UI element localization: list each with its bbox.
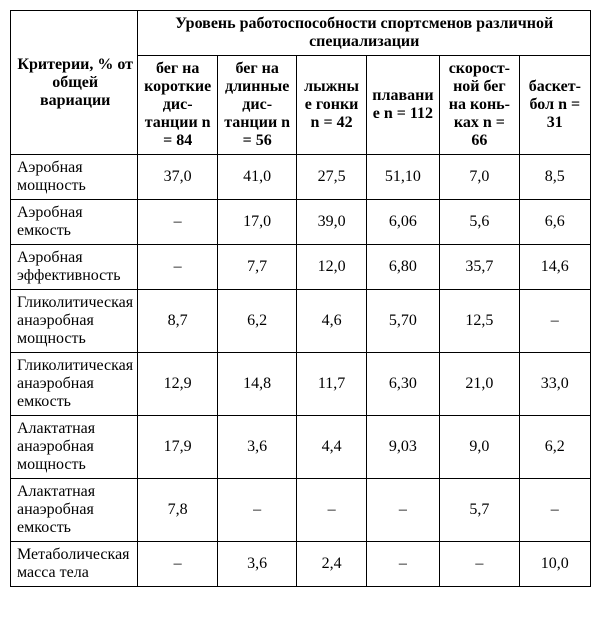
- table-row: Аэробная емкость–17,039,06,065,66,6: [11, 200, 591, 245]
- col-header: баскет­бол n = 31: [519, 56, 590, 155]
- cell-value: 5,70: [366, 290, 439, 353]
- cell-value: 3,6: [217, 542, 297, 587]
- table-row: Мета­болическая масса тела–3,62,4––10,0: [11, 542, 591, 587]
- cell-value: 10,0: [519, 542, 590, 587]
- cell-value: 6,80: [366, 245, 439, 290]
- row-label: Аэробная мощность: [11, 155, 138, 200]
- cell-value: 6,30: [366, 353, 439, 416]
- cell-value: 12,5: [440, 290, 520, 353]
- cell-value: 2,4: [297, 542, 366, 587]
- cell-value: –: [138, 245, 218, 290]
- cell-value: –: [217, 479, 297, 542]
- table-row: Гликолитиче­ская анаэроб­ная емкость12,9…: [11, 353, 591, 416]
- criteria-table: Критерии, % от общей вариации Уровень ра…: [10, 10, 591, 587]
- cell-value: 5,7: [440, 479, 520, 542]
- cell-value: 35,7: [440, 245, 520, 290]
- table-row: Глико­литическая анаэробная мощность8,76…: [11, 290, 591, 353]
- cell-value: 8,7: [138, 290, 218, 353]
- cell-value: 6,06: [366, 200, 439, 245]
- cell-value: 4,6: [297, 290, 366, 353]
- table-row: Аэробная эффективность–7,712,06,8035,714…: [11, 245, 591, 290]
- cell-value: 7,0: [440, 155, 520, 200]
- row-label: Алактатная анаэробная мощность: [11, 416, 138, 479]
- cell-value: 17,0: [217, 200, 297, 245]
- col-header: бег на корот­кие дис­танции n = 84: [138, 56, 218, 155]
- table-row: Аэробная мощность37,041,027,551,107,08,5: [11, 155, 591, 200]
- cell-value: 21,0: [440, 353, 520, 416]
- table-row: Алактатная анаэробная емкость7,8–––5,7–: [11, 479, 591, 542]
- cell-value: –: [138, 200, 218, 245]
- cell-value: –: [138, 542, 218, 587]
- col-header: скорост­ной бег на конь­ках n = 66: [440, 56, 520, 155]
- col-header: плавание n = 112: [366, 56, 439, 155]
- cell-value: 37,0: [138, 155, 218, 200]
- spanning-title: Уровень работоспособности спортсменов ра…: [138, 11, 591, 56]
- cell-value: 11,7: [297, 353, 366, 416]
- cell-value: 14,8: [217, 353, 297, 416]
- cell-value: –: [440, 542, 520, 587]
- cell-value: 51,10: [366, 155, 439, 200]
- cell-value: –: [297, 479, 366, 542]
- row-header-title: Критерии, % от общей вариации: [11, 11, 138, 155]
- cell-value: 9,0: [440, 416, 520, 479]
- cell-value: 12,9: [138, 353, 218, 416]
- cell-value: –: [519, 479, 590, 542]
- table-row: Алактатная анаэробная мощность17,93,64,4…: [11, 416, 591, 479]
- cell-value: 7,7: [217, 245, 297, 290]
- cell-value: 8,5: [519, 155, 590, 200]
- cell-value: 6,2: [217, 290, 297, 353]
- cell-value: 27,5: [297, 155, 366, 200]
- row-label: Гликолитиче­ская анаэроб­ная емкость: [11, 353, 138, 416]
- cell-value: 5,6: [440, 200, 520, 245]
- cell-value: 14,6: [519, 245, 590, 290]
- row-label: Мета­болическая масса тела: [11, 542, 138, 587]
- cell-value: 17,9: [138, 416, 218, 479]
- cell-value: –: [366, 542, 439, 587]
- cell-value: 6,6: [519, 200, 590, 245]
- row-label: Аэробная эффективность: [11, 245, 138, 290]
- cell-value: 41,0: [217, 155, 297, 200]
- col-header: бег на длин­ные дис­танции n = 56: [217, 56, 297, 155]
- cell-value: 39,0: [297, 200, 366, 245]
- row-label: Алактатная анаэробная емкость: [11, 479, 138, 542]
- cell-value: 4,4: [297, 416, 366, 479]
- cell-value: 9,03: [366, 416, 439, 479]
- cell-value: –: [519, 290, 590, 353]
- cell-value: 6,2: [519, 416, 590, 479]
- cell-value: –: [366, 479, 439, 542]
- cell-value: 12,0: [297, 245, 366, 290]
- col-header: лыжные гонки n = 42: [297, 56, 366, 155]
- row-label: Аэробная емкость: [11, 200, 138, 245]
- row-label: Глико­литическая анаэробная мощность: [11, 290, 138, 353]
- cell-value: 33,0: [519, 353, 590, 416]
- cell-value: 7,8: [138, 479, 218, 542]
- cell-value: 3,6: [217, 416, 297, 479]
